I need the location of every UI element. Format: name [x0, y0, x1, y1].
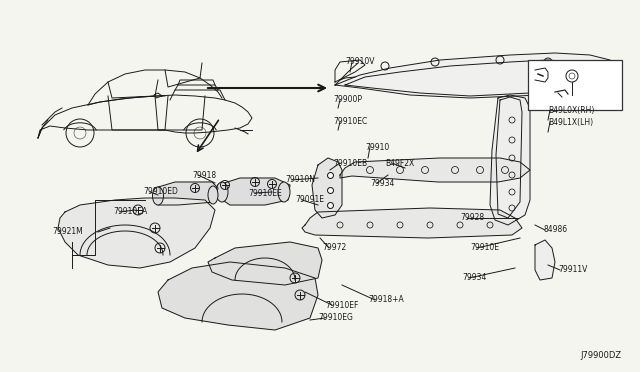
Text: B49L0X(RH): B49L0X(RH) — [548, 106, 595, 115]
Text: 79910EA: 79910EA — [113, 208, 147, 217]
Text: 79910: 79910 — [365, 142, 389, 151]
Ellipse shape — [208, 186, 218, 204]
Polygon shape — [302, 208, 522, 238]
Text: 79911V: 79911V — [558, 266, 588, 275]
Text: 79910EC: 79910EC — [333, 118, 367, 126]
Text: 79918: 79918 — [192, 170, 216, 180]
Text: 79910V: 79910V — [345, 58, 374, 67]
Text: 79910E: 79910E — [470, 244, 499, 253]
Polygon shape — [58, 198, 215, 268]
Text: 79921M: 79921M — [52, 228, 83, 237]
Polygon shape — [535, 240, 555, 280]
Text: 79918+A: 79918+A — [368, 295, 404, 305]
Text: 84986: 84986 — [543, 225, 567, 234]
Ellipse shape — [278, 182, 290, 202]
Polygon shape — [215, 178, 290, 205]
Text: B49F2X: B49F2X — [385, 158, 414, 167]
Text: 79910EE: 79910EE — [248, 189, 282, 198]
Text: 79900P: 79900P — [333, 96, 362, 105]
Text: 79910EB: 79910EB — [333, 158, 367, 167]
Polygon shape — [153, 182, 218, 205]
Text: 79972: 79972 — [322, 244, 346, 253]
Text: 79910EF: 79910EF — [325, 301, 358, 310]
Polygon shape — [340, 158, 530, 182]
Text: 79934: 79934 — [462, 273, 486, 282]
Polygon shape — [335, 53, 620, 98]
Polygon shape — [158, 262, 318, 330]
Text: 79934: 79934 — [370, 179, 394, 187]
Polygon shape — [312, 158, 342, 218]
Ellipse shape — [216, 182, 228, 202]
Text: 79910EG: 79910EG — [318, 314, 353, 323]
Text: 79910ED: 79910ED — [143, 187, 178, 196]
Polygon shape — [490, 95, 530, 225]
Text: 79091E: 79091E — [295, 196, 324, 205]
Ellipse shape — [152, 187, 163, 205]
Text: B49L1X(LH): B49L1X(LH) — [548, 118, 593, 126]
Bar — [528, 60, 622, 110]
Text: J79900DZ: J79900DZ — [581, 351, 622, 360]
Text: 79928: 79928 — [460, 214, 484, 222]
Polygon shape — [208, 242, 322, 285]
Text: 79910N: 79910N — [285, 176, 315, 185]
